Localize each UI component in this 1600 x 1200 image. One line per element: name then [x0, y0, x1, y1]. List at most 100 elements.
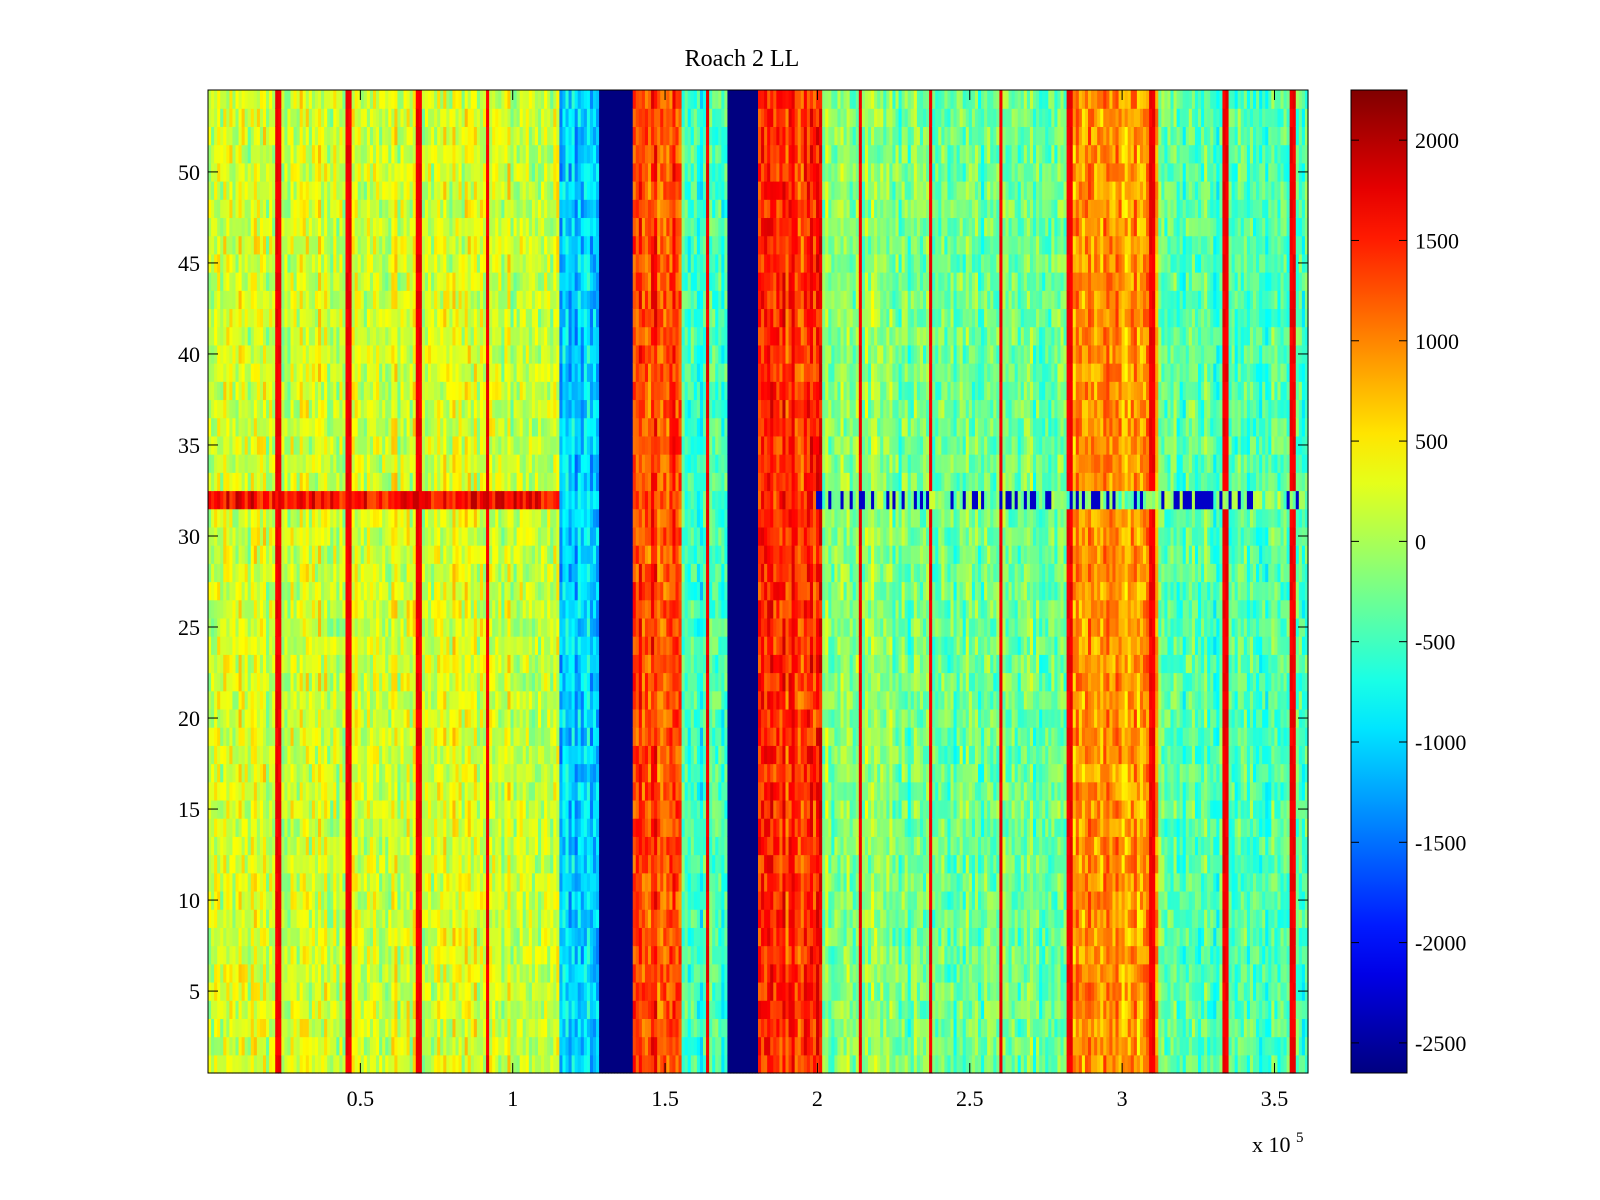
heatmap-cell — [238, 235, 243, 255]
heatmap-cell — [287, 108, 292, 127]
heatmap-cell — [220, 545, 224, 564]
heatmap-cell — [208, 545, 212, 564]
heatmap-cell — [247, 1018, 252, 1038]
heatmap-cell — [259, 162, 264, 182]
heatmap-cell — [290, 235, 295, 255]
heatmap-cell — [220, 927, 224, 947]
heatmap-cell — [208, 454, 212, 473]
heatmap-cell — [290, 308, 295, 328]
heatmap-cell — [244, 454, 249, 473]
heatmap-cell — [220, 1036, 224, 1056]
heatmap-cell — [241, 617, 246, 637]
heatmap-cell — [223, 799, 227, 819]
heatmap-cell — [299, 727, 304, 746]
heatmap-cell — [296, 836, 301, 856]
heatmap-cell — [241, 454, 246, 473]
heatmap-cell — [287, 818, 292, 837]
heatmap-cell — [272, 818, 276, 837]
heatmap-cell — [211, 181, 215, 200]
heatmap-cell — [290, 508, 295, 528]
heatmap-cell — [241, 435, 246, 455]
heatmap-cell — [244, 617, 249, 637]
heatmap-cell — [272, 545, 276, 564]
heatmap-cell — [259, 217, 264, 237]
heatmap-cell — [281, 272, 285, 291]
heatmap-cell — [211, 763, 215, 783]
heatmap-cell — [269, 836, 273, 856]
heatmap-cell — [296, 344, 301, 364]
heatmap-cell — [290, 253, 295, 273]
heatmap-cell — [238, 290, 243, 310]
heatmap-cell — [256, 745, 261, 765]
heatmap-cell — [281, 781, 285, 801]
heatmap-cell — [287, 1018, 292, 1038]
heatmap-cell — [296, 854, 301, 874]
heatmap-cell — [259, 617, 264, 637]
heatmap-cell — [241, 545, 246, 564]
heatmap-cell — [296, 454, 301, 473]
heatmap-cell — [232, 417, 237, 437]
heatmap-cell — [269, 563, 273, 583]
heatmap-cell — [241, 326, 246, 346]
heatmap-cell — [259, 235, 264, 255]
heatmap-cell — [266, 545, 270, 564]
heatmap-cell — [211, 745, 215, 765]
heatmap-cell — [293, 399, 298, 419]
heatmap-cell — [296, 745, 301, 765]
chart-title: Roach 2 LL — [685, 46, 800, 72]
heatmap-cell — [217, 162, 221, 182]
heatmap-cell — [214, 599, 218, 619]
heatmap-cell — [287, 472, 292, 492]
heatmap-cell — [256, 508, 261, 528]
heatmap-cell — [208, 909, 212, 928]
heatmap-cell — [226, 672, 230, 692]
heatmap-cell — [211, 454, 215, 473]
heatmap-cell — [296, 162, 301, 182]
heatmap-cell — [232, 1054, 237, 1074]
heatmap-cell — [290, 654, 295, 674]
heatmap-cell — [235, 90, 240, 109]
heatmap-cell — [253, 1036, 258, 1056]
heatmap-cell — [293, 181, 298, 200]
heatmap-cell — [208, 836, 212, 856]
heatmap-cell — [244, 1000, 249, 1019]
heatmap-cell — [223, 108, 227, 127]
heatmap-cell — [269, 472, 273, 492]
heatmap-cell — [290, 945, 295, 965]
heatmap-cell — [226, 963, 230, 983]
heatmap-cell — [211, 1018, 215, 1038]
heatmap-cell — [244, 435, 249, 455]
heatmap-cell — [269, 708, 273, 728]
heatmap-cell — [275, 326, 279, 346]
heatmap-cell — [293, 144, 298, 164]
heatmap-cell — [287, 272, 292, 291]
heatmap-cell — [290, 162, 295, 182]
heatmap-cell — [220, 617, 224, 637]
heatmap-cell — [217, 1054, 221, 1074]
heatmap-cell — [256, 344, 261, 364]
heatmap-cell — [290, 90, 295, 109]
heatmap-cell — [284, 454, 289, 473]
heatmap-cell — [235, 181, 240, 200]
heatmap-cell — [266, 690, 270, 710]
heatmap-cell — [223, 253, 227, 273]
heatmap-cell — [250, 326, 255, 346]
heatmap-cell — [266, 363, 270, 382]
heatmap-cell — [211, 654, 215, 674]
heatmap-cell — [220, 272, 224, 291]
heatmap-cell — [217, 108, 221, 127]
heatmap-cell — [214, 781, 218, 801]
heatmap-cell — [235, 144, 240, 164]
heatmap-cell — [259, 763, 264, 783]
heatmap-cell — [250, 872, 255, 892]
heatmap-cell — [269, 308, 273, 328]
heatmap-cell — [269, 508, 273, 528]
heatmap-cell — [281, 818, 285, 837]
heatmap-cell — [269, 181, 273, 200]
heatmap-cell — [229, 253, 234, 273]
heatmap-cell — [232, 981, 237, 1001]
heatmap-cell — [235, 454, 240, 473]
heatmap-cell — [229, 217, 234, 237]
heatmap-cell — [208, 781, 212, 801]
heatmap-cell — [269, 1018, 273, 1038]
